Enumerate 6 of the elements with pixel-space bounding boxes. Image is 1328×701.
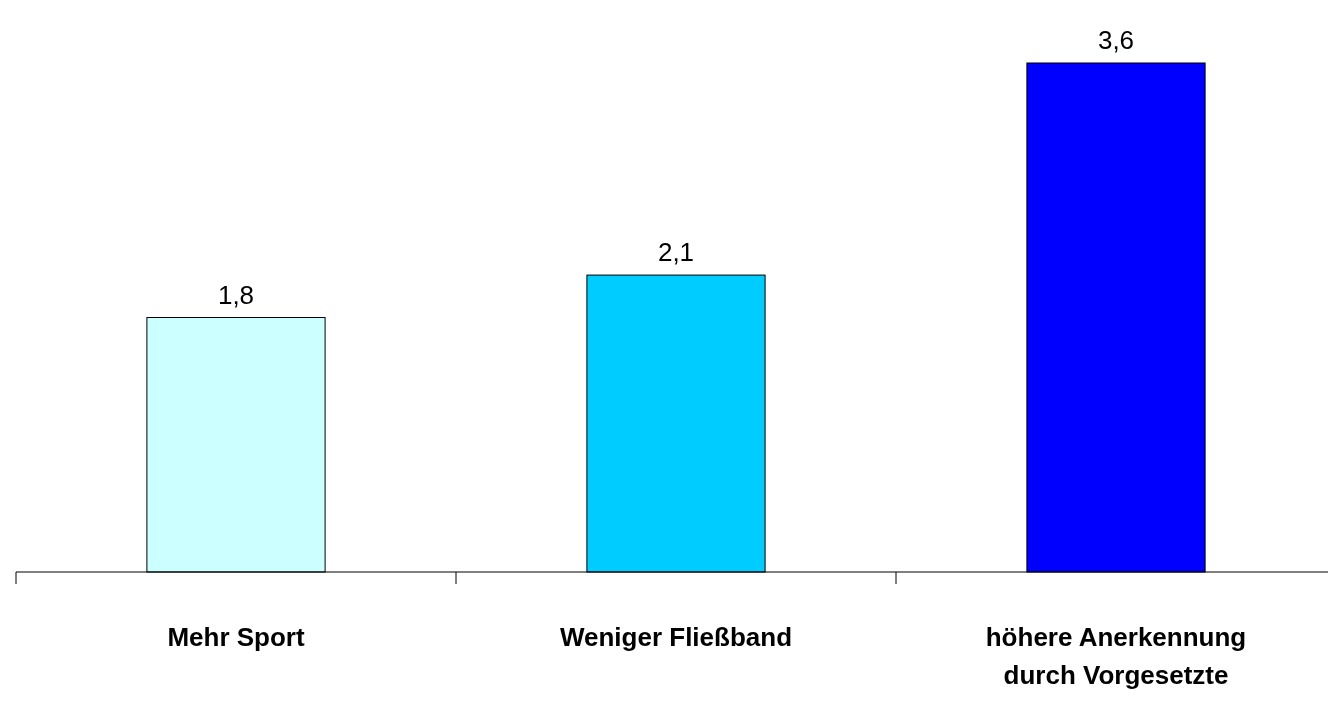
data-label: 1,8 bbox=[217, 279, 255, 310]
data-label: 3,6 bbox=[1097, 25, 1135, 55]
data-label: 2,1 bbox=[657, 237, 695, 268]
x-tick-label: höhere Anerkennung durch Vorgesetzte bbox=[985, 622, 1247, 690]
x-tick-label: Mehr Sport bbox=[167, 622, 305, 652]
x-tick-label: Weniger Fließband bbox=[559, 622, 793, 652]
